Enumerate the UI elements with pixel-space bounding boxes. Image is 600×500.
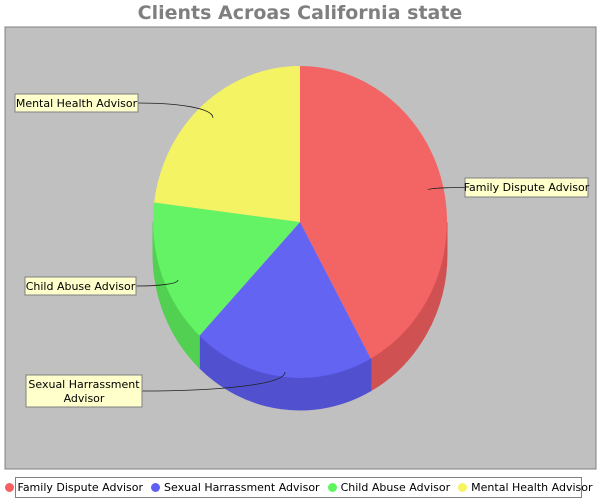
legend-swatch bbox=[458, 483, 468, 492]
slice-label-family-dispute-advisor: Family Dispute Advisor bbox=[464, 181, 590, 194]
slice-label-sexual-harrassment-advisor: Advisor bbox=[64, 392, 105, 405]
slice-label-sexual-harrassment-advisor: Sexual Harrassment bbox=[28, 378, 140, 391]
legend-swatch bbox=[151, 483, 161, 492]
pie-slice-mental-health-advisor[interactable] bbox=[154, 66, 300, 222]
slice-label-child-abuse-advisor: Child Abuse Advisor bbox=[26, 280, 136, 293]
legend-item-family-dispute-advisor: Family Dispute Advisor bbox=[4, 481, 144, 494]
legend-label: Mental Health Advisor bbox=[471, 481, 593, 494]
legend-item-sexual-harrassment-advisor: Sexual Harrassment Advisor bbox=[151, 481, 320, 494]
label-leader-line bbox=[135, 279, 179, 287]
label-box-child-abuse-advisor bbox=[24, 276, 137, 296]
legend: Family Dispute Advisor Sexual Harrassment… bbox=[4, 477, 593, 498]
legend-item-child-abuse-advisor: Child Abuse Advisor bbox=[327, 481, 451, 494]
legend-label: Sexual Harrassment Advisor bbox=[164, 481, 320, 494]
label-box-mental-health-advisor bbox=[14, 93, 139, 113]
chart-title: Clients Acroas California state bbox=[137, 2, 463, 24]
pie-slice-family-dispute-advisor[interactable] bbox=[300, 66, 447, 359]
pie-chart bbox=[152, 66, 448, 411]
label-box-family-dispute-advisor bbox=[464, 177, 589, 198]
pie-slice-sexual-harrassment-advisor[interactable] bbox=[199, 222, 371, 378]
legend-label: Family Dispute Advisor bbox=[17, 481, 144, 494]
label-leader-line bbox=[141, 371, 286, 392]
slice-label-mental-health-advisor: Mental Health Advisor bbox=[16, 97, 138, 110]
legend-swatch bbox=[4, 483, 14, 492]
label-leader-line bbox=[137, 102, 214, 119]
label-box-sexual-harrassment-advisor bbox=[25, 374, 143, 408]
legend-item-mental-health-advisor: Mental Health Advisor bbox=[458, 481, 593, 494]
label-leader-line bbox=[427, 187, 466, 191]
legend-swatch bbox=[327, 483, 337, 492]
pie-slice-child-abuse-advisor[interactable] bbox=[152, 202, 300, 336]
legend-label: Child Abuse Advisor bbox=[340, 481, 451, 494]
slice-labels: Family Dispute Advisor Sexual Harrassment… bbox=[14, 93, 590, 408]
